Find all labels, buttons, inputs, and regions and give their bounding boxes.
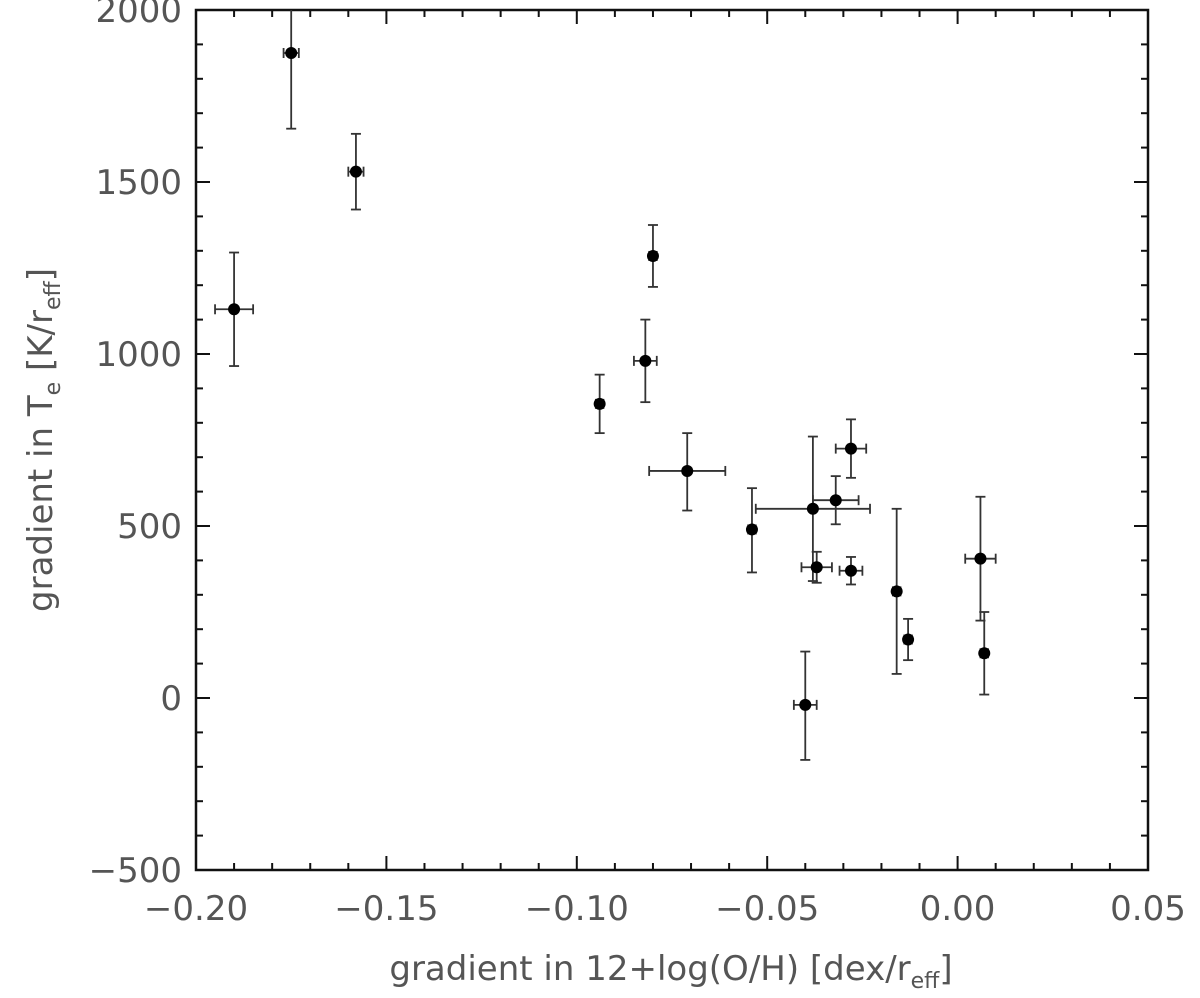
data-point [593,397,606,410]
data-point [902,633,915,646]
axis-tick-labels: −0.20 −0.15 −0.10 −0.05 0.00 0.05 −500 0 500 1000… [89,0,1186,929]
data-point [890,585,903,598]
error-bars [214,10,997,761]
data-points [228,47,991,711]
data-point [974,552,987,565]
x-axis-label: gradient in 12+log(O/H) [dex/reff] [389,949,952,994]
y-axis-label: gradient in Te [K/reff] [21,268,66,612]
x-tick-label: −0.05 [715,889,819,929]
data-point [228,303,241,316]
axis-ticks [195,9,1149,871]
y-tick-label: 2000 [95,0,182,31]
y-tick-label: 0 [160,679,182,719]
x-tick-label: −0.20 [144,889,248,929]
data-point [285,47,298,59]
y-tick-label: 1500 [95,163,182,203]
data-point [806,502,819,515]
data-point [810,561,823,574]
x-tick-label: −0.10 [525,889,629,929]
x-tick-label: −0.15 [334,889,438,929]
data-point [745,523,758,536]
data-point [639,354,652,367]
y-tick-label: 500 [117,507,182,547]
x-tick-label: 0.00 [920,889,996,929]
plot-frame [194,8,1150,872]
data-point [349,165,362,178]
data-point [646,249,659,262]
plot-area-frame [194,8,1150,872]
data-point [844,442,857,455]
data-point [978,647,991,660]
data-point [681,464,694,477]
data-point [799,698,812,711]
data-point [844,564,857,577]
data-point [829,494,842,507]
y-tick-label: −500 [89,851,182,891]
y-tick-label: 1000 [95,335,182,375]
x-tick-label: 0.05 [1110,889,1186,929]
